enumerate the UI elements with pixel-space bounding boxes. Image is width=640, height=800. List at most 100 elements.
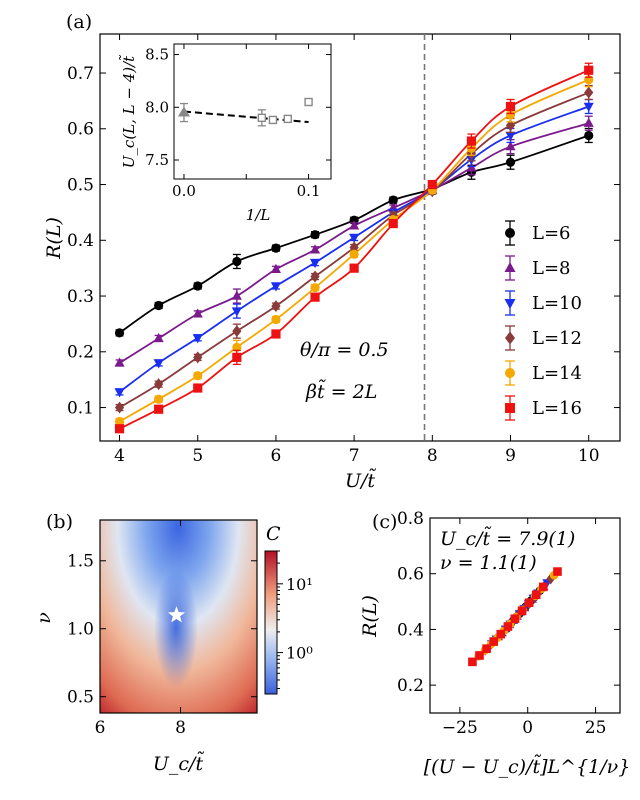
annotation-nu: ν = 1.1(1) bbox=[440, 552, 537, 574]
y-tick-label: 0.3 bbox=[67, 287, 94, 307]
panel-b-frame bbox=[99, 519, 258, 714]
data-point-L=6 bbox=[388, 195, 398, 205]
data-point-L=12 bbox=[232, 325, 242, 338]
y-tick-label: 0.1 bbox=[67, 398, 94, 418]
collapse-point-L=16 bbox=[475, 651, 484, 660]
data-point-L=8 bbox=[270, 263, 281, 273]
legend-marker-L=10 bbox=[504, 299, 516, 309]
collapse-point-L=16 bbox=[496, 629, 506, 639]
panel-c-ticks: −25 0 25 0.2 0.4 0.6 0.8 bbox=[397, 509, 620, 738]
panel-a: 4 5 6 7 8 9 100.10.20.30.40.50.60.7 R(L) U/t̃ … bbox=[43, 33, 621, 492]
x-tick-label: −25 bbox=[442, 718, 478, 738]
y-tick-label: 0.4 bbox=[67, 231, 94, 251]
data-point-L=8 bbox=[349, 220, 360, 230]
data-point-L=10 bbox=[192, 334, 203, 344]
panel-c: −25 0 25 0.2 0.4 0.6 0.8 R(L) [(U − U_c)/t̃]L^… bbox=[359, 509, 630, 778]
annotation-beta: βt̃ = 2L bbox=[305, 380, 377, 403]
data-point-L=10 bbox=[309, 258, 321, 269]
data-point-L=6 bbox=[584, 130, 594, 141]
data-point-L=6 bbox=[505, 157, 516, 167]
legend-marker-L=14 bbox=[505, 368, 515, 378]
panel-b-ylabel: ν bbox=[33, 612, 55, 624]
panel-b: 6 8 0.5 1.0 1.5 ν U_c/t̃ 10⁰ 10¹ C bbox=[33, 519, 313, 775]
inset-ylabel: U_c(L, L − 4)/t̃ bbox=[119, 55, 138, 169]
inset-xlabel: 1/L bbox=[246, 206, 271, 224]
x-tick-label: 5 bbox=[192, 446, 203, 466]
inset-x-tick-label: 0.0 bbox=[172, 182, 196, 200]
colorbar bbox=[264, 550, 278, 695]
data-point-L=6 bbox=[114, 328, 125, 338]
data-point-L=6 bbox=[232, 256, 242, 267]
data-point-L=10 bbox=[505, 131, 516, 141]
data-point-L=12 bbox=[310, 270, 320, 283]
data-point-L=8 bbox=[153, 332, 164, 343]
legend-label-L=6: L=6 bbox=[532, 223, 571, 244]
legend-marker-L=6 bbox=[505, 228, 515, 238]
data-point-L=14 bbox=[114, 416, 125, 427]
panel-a-inset: 0.0 0.1 7.5 8.0 8.5 U_c(L, L − 4)/t̃ 1/L bbox=[119, 43, 332, 224]
data-point-L=8 bbox=[505, 141, 516, 151]
data-point-L=8 bbox=[583, 117, 594, 127]
colorbar-ticks: 10⁰ 10¹ bbox=[277, 550, 313, 690]
data-point-L=14 bbox=[271, 314, 281, 325]
legend-marker-L=16 bbox=[505, 403, 515, 413]
collapse-point-L=16 bbox=[468, 657, 477, 667]
data-point-L=16 bbox=[193, 383, 203, 393]
panel-a-markers bbox=[114, 62, 594, 434]
data-point-L=8 bbox=[114, 357, 125, 367]
panel-a-xlabel: U/t̃ bbox=[345, 469, 377, 492]
legend-label-L=14: L=14 bbox=[532, 363, 582, 384]
panel-c-frame bbox=[429, 517, 621, 714]
colorbar-tick-label: 10¹ bbox=[286, 575, 313, 594]
data-point-L=16 bbox=[388, 218, 398, 229]
inset-markers bbox=[177, 97, 313, 127]
data-point-L=12 bbox=[154, 378, 164, 391]
collapse-point-L=16 bbox=[539, 582, 548, 592]
inset-y-tick-label: 8.0 bbox=[145, 98, 169, 116]
inset-x-tick-label: 0.1 bbox=[297, 182, 321, 200]
collapse-point-L=12 bbox=[546, 573, 555, 585]
legend-marker-L=8 bbox=[504, 262, 516, 272]
data-point-L=14 bbox=[193, 371, 203, 381]
x-tick-label: 8 bbox=[175, 718, 186, 738]
legend: L=6 L=8 L=10 L=12 L=14 L=16 bbox=[504, 220, 582, 421]
inset-y-tick-label: 8.5 bbox=[145, 46, 169, 64]
legend-label-L=16: L=16 bbox=[532, 398, 582, 419]
legend-marker-L=12 bbox=[505, 331, 515, 345]
data-point-L=14 bbox=[232, 342, 242, 352]
y-tick-label: 0.6 bbox=[67, 120, 94, 140]
data-point-L=10 bbox=[153, 359, 164, 369]
colorbar-label: C bbox=[266, 523, 281, 545]
panel-label-a: (a) bbox=[66, 11, 92, 33]
y-tick-label: 1.5 bbox=[67, 552, 94, 572]
data-point-L=8 bbox=[192, 308, 203, 318]
x-tick-label: 4 bbox=[114, 446, 125, 466]
data-point-L=16 bbox=[466, 136, 477, 146]
panel-a-ticks: 4 5 6 7 8 9 10 0.1 0.2 0.3 0.4 0.5 0.6 0.7 bbox=[67, 34, 620, 466]
y-tick-label: 0.5 bbox=[67, 175, 94, 195]
data-point-L=16 bbox=[114, 424, 125, 434]
panel-a-ylabel: R(L) bbox=[43, 217, 65, 260]
y-tick-label: 0.8 bbox=[397, 509, 424, 529]
data-point-L=14 bbox=[310, 283, 320, 293]
data-point-L=16 bbox=[349, 263, 359, 273]
data-point-L=14 bbox=[505, 110, 516, 120]
y-tick-label: 0.5 bbox=[67, 688, 94, 708]
data-point-L=16 bbox=[427, 179, 437, 190]
collapse-point-L=16 bbox=[524, 598, 534, 608]
colorbar-tick-label: 10⁰ bbox=[286, 644, 313, 663]
inset-frame bbox=[173, 43, 332, 180]
inset-data-point bbox=[268, 115, 278, 125]
data-point-L=10 bbox=[349, 233, 360, 244]
x-tick-label: 0 bbox=[522, 718, 533, 738]
inset-ticks: 0.0 0.1 7.5 8.0 8.5 bbox=[145, 44, 331, 200]
data-point-L=14 bbox=[154, 394, 164, 404]
inset-data-point bbox=[304, 97, 313, 107]
data-point-L=8 bbox=[309, 244, 321, 254]
data-point-L=10 bbox=[114, 388, 125, 398]
data-point-L=6 bbox=[154, 300, 164, 311]
panel-c-ylabel: R(L) bbox=[359, 595, 381, 638]
data-point-L=16 bbox=[584, 65, 594, 75]
legend-label-L=12: L=12 bbox=[532, 328, 582, 349]
x-tick-label: 10 bbox=[578, 446, 600, 466]
